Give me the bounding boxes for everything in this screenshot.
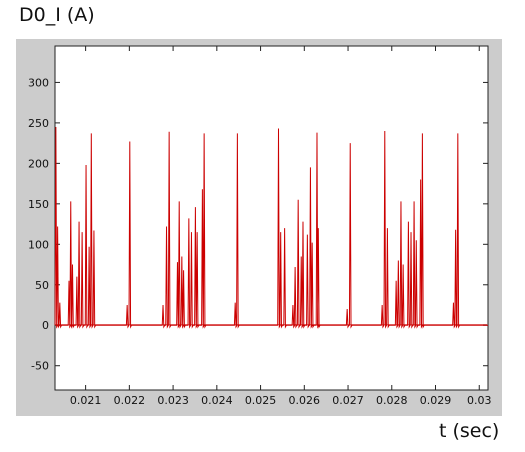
x-tick-label: 0.029 bbox=[420, 394, 452, 407]
y-tick-label: 50 bbox=[35, 279, 49, 292]
x-tick-label: 0.022 bbox=[114, 394, 146, 407]
y-tick-label: 0 bbox=[42, 319, 49, 332]
y-tick-label: 300 bbox=[28, 76, 49, 89]
x-tick-label: 0.03 bbox=[467, 394, 492, 407]
x-tick-label: 0.027 bbox=[332, 394, 364, 407]
x-tick-label: 0.025 bbox=[245, 394, 277, 407]
chart-title: D0_I (A) bbox=[19, 4, 95, 26]
x-tick-label: 0.021 bbox=[70, 394, 102, 407]
x-axis-label: t (sec) bbox=[439, 420, 500, 442]
y-tick-label: 150 bbox=[28, 198, 49, 211]
y-tick-label: 100 bbox=[28, 238, 49, 251]
x-tick-label: 0.028 bbox=[376, 394, 408, 407]
plot-area bbox=[54, 45, 489, 391]
current-trace bbox=[54, 126, 488, 329]
x-tick-label: 0.023 bbox=[157, 394, 189, 407]
y-tick-label: 200 bbox=[28, 157, 49, 170]
x-tick-label: 0.026 bbox=[289, 394, 321, 407]
x-tick-label: 0.024 bbox=[201, 394, 233, 407]
y-tick-label: 250 bbox=[28, 117, 49, 130]
y-tick-label: -50 bbox=[31, 360, 49, 373]
